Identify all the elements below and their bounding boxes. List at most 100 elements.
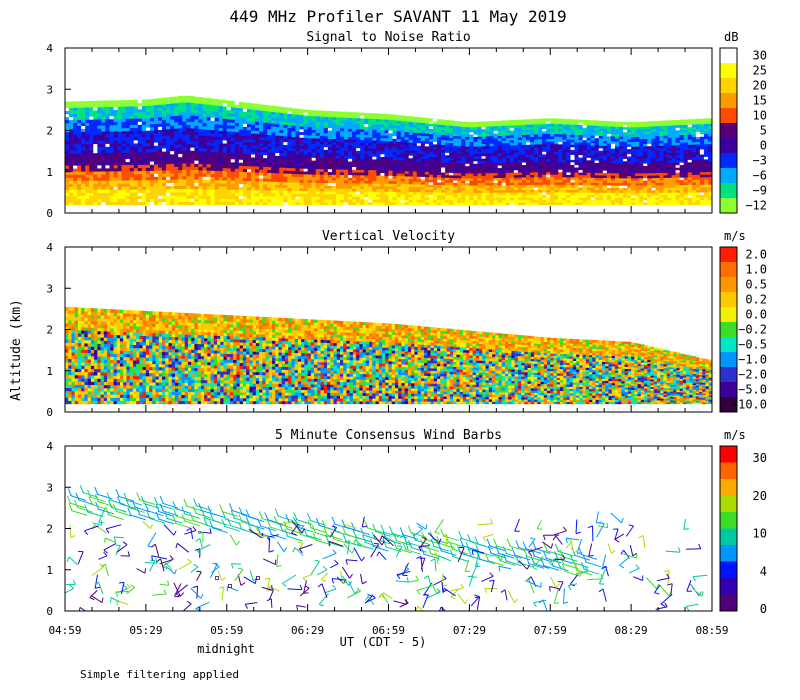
- snr-cell: [182, 185, 187, 190]
- snr-cell: [590, 192, 596, 196]
- snr-cell: [85, 137, 90, 142]
- snr-cell: [158, 167, 163, 171]
- snr-cell: [437, 199, 442, 203]
- snr-cell: [101, 103, 106, 108]
- snr-cell: [315, 140, 321, 145]
- snr-cell: [635, 148, 640, 152]
- snr-cell: [190, 185, 195, 190]
- snr-cell: [226, 152, 232, 157]
- snr-cell: [214, 161, 220, 165]
- snr-cell: [344, 191, 349, 195]
- snr-cell: [469, 173, 474, 176]
- snr-cell: [602, 162, 608, 166]
- snr-cell: [449, 132, 454, 136]
- snr-cell: [125, 100, 131, 104]
- snr-cell: [275, 117, 280, 122]
- snr-cell: [174, 106, 179, 110]
- snr-cell: [303, 109, 309, 113]
- snr-cell: [441, 192, 446, 196]
- snr-cell: [602, 180, 608, 183]
- snr-cell: [590, 189, 596, 193]
- snr-cell: [610, 192, 616, 196]
- snr-cell: [166, 163, 171, 168]
- snr-cell: [206, 104, 211, 108]
- snr-cell: [627, 148, 632, 152]
- snr-cell: [610, 199, 616, 203]
- snr-cell: [566, 131, 571, 135]
- snr-cell: [356, 172, 361, 176]
- snr-cell: [238, 129, 244, 133]
- snr-cell: [534, 182, 539, 185]
- snr-cell: [538, 118, 543, 122]
- snr-cell: [242, 102, 248, 106]
- snr-cell: [158, 123, 163, 127]
- snr-cell: [477, 180, 482, 184]
- snr-cell: [566, 194, 571, 198]
- snr-cell: [408, 157, 414, 161]
- snr-cell: [315, 118, 321, 122]
- snr-cell: [538, 126, 543, 130]
- snr-cell: [291, 130, 296, 135]
- snr-cell: [129, 121, 135, 125]
- snr-cell: [364, 199, 369, 203]
- snr-cell: [594, 199, 600, 203]
- snr-cell: [465, 160, 470, 164]
- snr-cell: [174, 115, 179, 120]
- snr-cell: [238, 177, 244, 181]
- snr-cell: [554, 189, 559, 193]
- snr-cell: [534, 179, 539, 183]
- snr-cell: [186, 121, 191, 126]
- snr-cell: [473, 199, 478, 203]
- snr-cell: [400, 115, 406, 119]
- snr-cell: [267, 140, 272, 144]
- snr-cell: [505, 189, 511, 193]
- snr-cell: [327, 124, 333, 128]
- snr-cell: [93, 165, 98, 169]
- snr-cell: [372, 134, 377, 138]
- snr-cell: [202, 122, 207, 127]
- snr-cell: [623, 163, 628, 167]
- snr-cell: [279, 164, 284, 168]
- snr-cell: [129, 130, 135, 135]
- snr-cell: [109, 180, 114, 184]
- snr-cell: [97, 198, 102, 203]
- snr-cell: [534, 133, 539, 137]
- snr-cell: [627, 170, 632, 174]
- snr-cell: [396, 175, 402, 179]
- snr-cell: [408, 134, 414, 138]
- snr-cell: [117, 124, 123, 129]
- snr-cell: [481, 121, 486, 125]
- snr-cell: [602, 197, 608, 201]
- snr-cell: [594, 150, 600, 154]
- snr-cell: [263, 187, 268, 191]
- snr-cell: [364, 196, 369, 200]
- snr-cell: [81, 125, 86, 129]
- snr-cell: [554, 151, 559, 155]
- snr-cell: [432, 128, 438, 132]
- snr-cell: [432, 121, 438, 125]
- snr-cell: [137, 124, 143, 128]
- snr-cell: [562, 154, 567, 158]
- snr-cell: [594, 175, 600, 178]
- snr-cell: [400, 188, 406, 193]
- snr-cell: [566, 177, 571, 180]
- snr-cell: [339, 149, 345, 154]
- snr-cell: [218, 108, 224, 113]
- snr-cell: [497, 182, 503, 186]
- snr-cell: [465, 146, 470, 150]
- snr-cell: [145, 99, 151, 103]
- snr-cell: [623, 168, 628, 172]
- snr-cell: [89, 131, 94, 135]
- snr-cell: [550, 151, 555, 155]
- snr-cell: [368, 166, 373, 171]
- snr-cell: [384, 129, 389, 133]
- snr-cell: [226, 109, 232, 114]
- snr-cell: [121, 112, 127, 116]
- snr-cell: [311, 151, 317, 156]
- snr-cell: [255, 106, 260, 111]
- snr-cell: [158, 116, 163, 121]
- snr-cell: [162, 173, 167, 177]
- snr-cell: [489, 138, 495, 142]
- snr-cell: [493, 143, 499, 146]
- snr-cell: [517, 202, 523, 206]
